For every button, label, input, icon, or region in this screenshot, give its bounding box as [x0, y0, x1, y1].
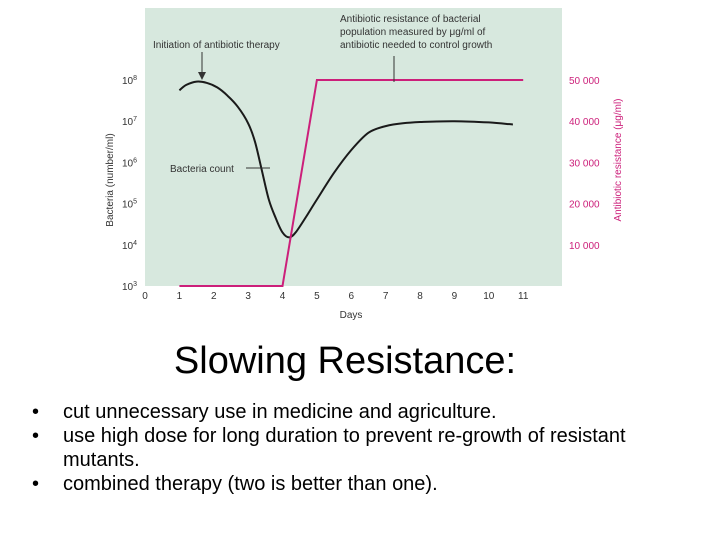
- y-left-tick-label: 107: [122, 116, 137, 128]
- annotation-initiation: Initiation of antibiotic therapy: [153, 40, 280, 51]
- bullet-item: • combined therapy (two is better than o…: [30, 472, 700, 496]
- y-right-tick-label: 20 000: [569, 200, 600, 211]
- x-tick-label: 7: [383, 291, 389, 302]
- annotation-resistance-line: Antibiotic resistance of bacterial: [340, 14, 481, 25]
- y-left-tick-label: 103: [122, 281, 137, 293]
- bullet-text: cut unnecessary use in medicine and agri…: [63, 401, 497, 423]
- x-tick-label: 11: [518, 291, 529, 302]
- y-right-tick-label: 30 000: [569, 158, 600, 169]
- bullet-list: • cut unnecessary use in medicine and ag…: [30, 400, 700, 496]
- slide-title: Slowing Resistance:: [173, 340, 517, 382]
- antibiotic-resistance-line: [179, 79, 524, 287]
- x-tick-label: 0: [142, 291, 148, 302]
- y-left-tick-label: 104: [122, 240, 137, 252]
- y-left-tick-label: 106: [122, 157, 137, 169]
- x-tick-label: 2: [211, 291, 217, 302]
- bullet-text: use high dose for long duration to preve…: [63, 425, 626, 471]
- x-tick-label: 1: [177, 291, 183, 302]
- x-tick-label: 5: [314, 291, 320, 302]
- annotation-resistance-line: antibiotic needed to control growth: [340, 40, 492, 51]
- y-right-axis-label: Antibiotic resistance (μg/ml): [613, 98, 624, 221]
- bullet-item: • use high dose for long duration to pre…: [30, 424, 700, 472]
- bacteria-count-line: [178, 80, 513, 239]
- x-tick-label: 10: [483, 291, 495, 302]
- y-left-tick-label: 108: [122, 75, 137, 87]
- y-left-tick-label: 105: [122, 199, 137, 211]
- y-right-tick-label: 40 000: [569, 117, 600, 128]
- antibiotic-resistance-chart: 0 1 2 3 4 5 6 7 8 9 10 11 Days 103 104 105 106 107 108 Bact…: [105, 8, 624, 321]
- bullet-text: combined therapy (two is better than one…: [63, 473, 438, 495]
- bullet-dot: •: [32, 425, 40, 447]
- y-right-tick-label: 50 000: [569, 76, 600, 87]
- x-tick-label: 3: [245, 291, 251, 302]
- x-tick-label: 4: [280, 291, 286, 302]
- x-axis-label: Days: [340, 310, 363, 321]
- y-right-tick-label: 10 000: [569, 241, 600, 252]
- x-tick-label: 8: [417, 291, 423, 302]
- y-left-axis-label: Bacteria (number/ml): [105, 133, 116, 226]
- annotation-initiation-arrowhead: [198, 72, 206, 80]
- x-tick-label: 9: [452, 291, 458, 302]
- annotation-resistance-line: population measured by μg/ml of: [340, 27, 486, 38]
- x-tick-label: 6: [349, 291, 355, 302]
- annotation-bacteria-count: Bacteria count: [170, 164, 234, 175]
- bullet-dot: •: [32, 473, 40, 495]
- bullet-dot: •: [32, 401, 40, 423]
- bullet-item: • cut unnecessary use in medicine and ag…: [30, 400, 700, 424]
